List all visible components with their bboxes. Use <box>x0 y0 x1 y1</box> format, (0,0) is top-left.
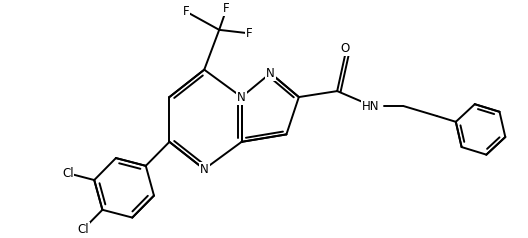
Text: HN: HN <box>362 99 380 113</box>
Text: N: N <box>266 67 275 80</box>
Text: F: F <box>183 5 189 18</box>
Text: N: N <box>237 91 246 104</box>
Text: F: F <box>246 27 252 40</box>
Text: Cl: Cl <box>62 167 73 180</box>
Text: Cl: Cl <box>78 223 89 236</box>
Text: N: N <box>200 163 209 176</box>
Text: O: O <box>341 42 350 55</box>
Text: F: F <box>223 2 230 15</box>
